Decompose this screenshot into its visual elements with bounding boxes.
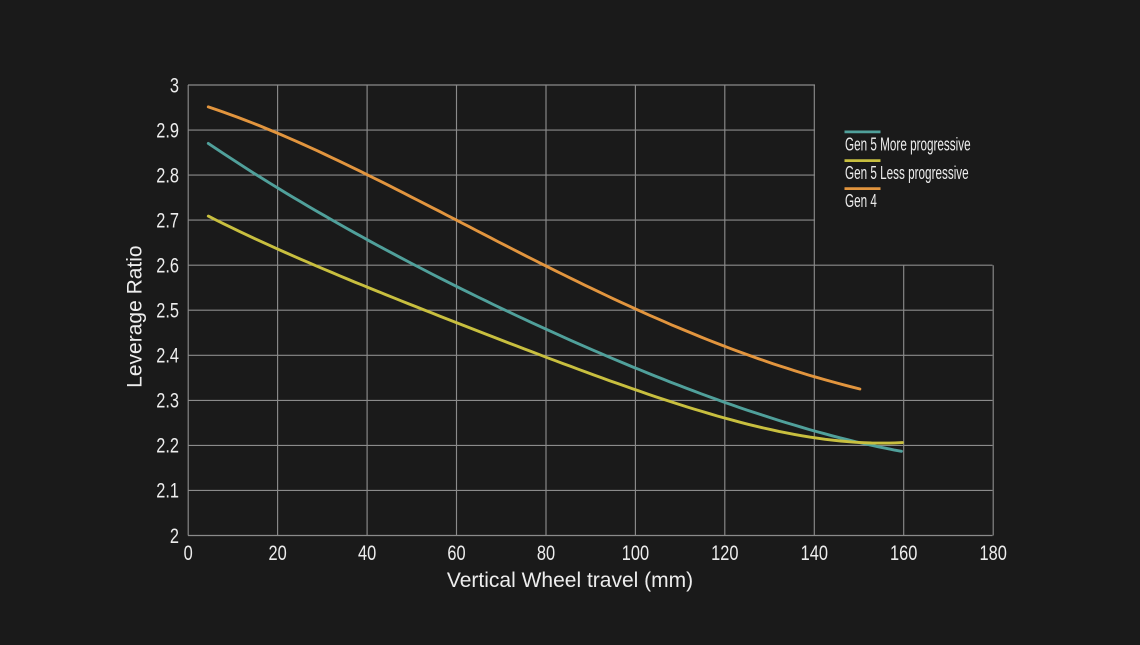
svg-text:2.3: 2.3 bbox=[156, 389, 179, 412]
svg-text:100: 100 bbox=[622, 541, 649, 564]
svg-text:2.5: 2.5 bbox=[156, 299, 179, 322]
svg-text:180: 180 bbox=[980, 541, 1007, 564]
svg-text:3: 3 bbox=[170, 73, 179, 96]
svg-text:140: 140 bbox=[801, 541, 828, 564]
svg-text:2.7: 2.7 bbox=[156, 208, 179, 231]
svg-text:Leverage Ratio: Leverage Ratio bbox=[124, 245, 147, 387]
svg-text:20: 20 bbox=[268, 541, 286, 564]
svg-text:Gen 5 Less progressive: Gen 5 Less progressive bbox=[845, 164, 969, 184]
svg-text:Gen 5 More progressive: Gen 5 More progressive bbox=[845, 135, 971, 155]
svg-text:120: 120 bbox=[711, 541, 738, 564]
svg-text:Vertical Wheel travel (mm): Vertical Wheel travel (mm) bbox=[447, 569, 693, 592]
svg-text:40: 40 bbox=[358, 541, 376, 564]
svg-text:0: 0 bbox=[184, 541, 193, 564]
svg-text:2: 2 bbox=[170, 524, 179, 547]
svg-text:2.4: 2.4 bbox=[156, 344, 179, 367]
svg-text:2.9: 2.9 bbox=[156, 118, 179, 141]
svg-text:60: 60 bbox=[447, 541, 465, 564]
svg-text:160: 160 bbox=[890, 541, 917, 564]
svg-text:2.1: 2.1 bbox=[156, 479, 179, 502]
svg-text:2.6: 2.6 bbox=[156, 254, 179, 277]
svg-text:80: 80 bbox=[537, 541, 555, 564]
svg-text:2.2: 2.2 bbox=[156, 434, 179, 457]
svg-text:Gen 4: Gen 4 bbox=[845, 192, 877, 212]
svg-text:2.8: 2.8 bbox=[156, 163, 179, 186]
